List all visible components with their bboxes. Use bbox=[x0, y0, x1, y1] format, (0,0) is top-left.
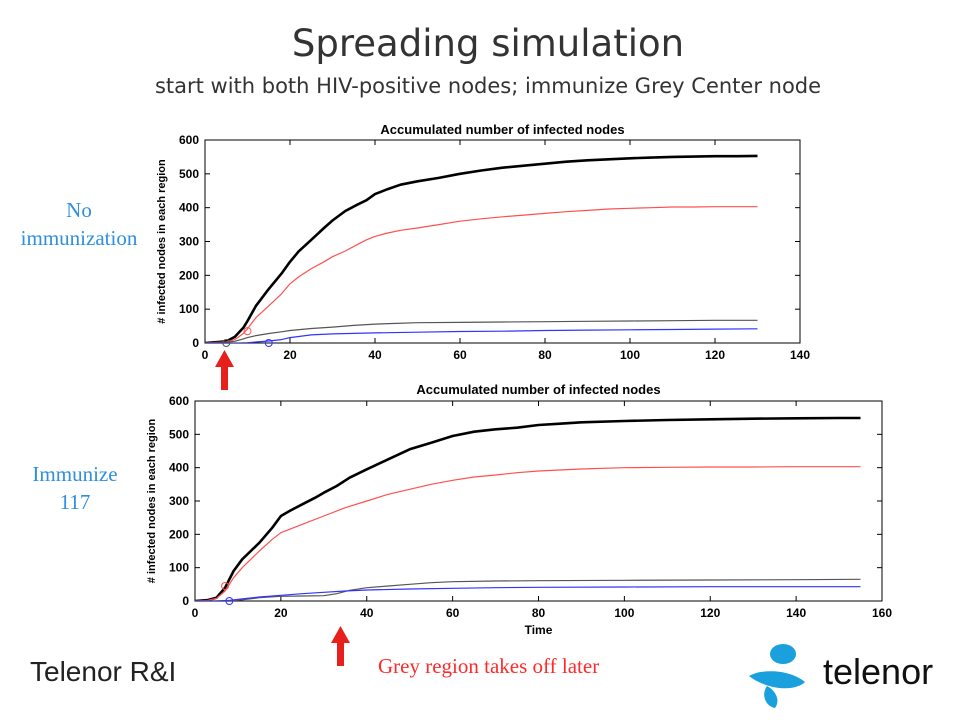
y-tick-label: 100 bbox=[179, 302, 199, 316]
x-tick-label: 60 bbox=[446, 606, 460, 620]
plot-frame bbox=[194, 400, 883, 602]
x-tick-label: 0 bbox=[192, 606, 199, 620]
up-arrow-bottom bbox=[331, 626, 350, 666]
start-marker-0 bbox=[221, 582, 230, 590]
x-tick-label: 120 bbox=[700, 606, 720, 620]
series-line-1 bbox=[205, 206, 758, 343]
x-tick-label: 80 bbox=[532, 606, 546, 620]
arrow-head bbox=[331, 626, 350, 643]
x-axis-label: Time bbox=[525, 623, 553, 637]
y-tick-label: 200 bbox=[169, 527, 189, 541]
y-axis-label: # infected nodes in each region bbox=[146, 419, 158, 584]
arrow-head bbox=[215, 350, 234, 367]
series-line-3 bbox=[195, 586, 861, 601]
x-tick-label: 140 bbox=[786, 606, 806, 620]
y-tick-label: 600 bbox=[179, 133, 199, 147]
y-tick-label: 300 bbox=[179, 235, 199, 249]
y-tick-label: 600 bbox=[169, 394, 189, 408]
series-line-0 bbox=[195, 416, 861, 601]
x-tick-label: 20 bbox=[283, 348, 297, 362]
label-immunize: Immunize 117 bbox=[10, 460, 140, 516]
label-bottom-line1: Immunize bbox=[32, 462, 118, 486]
footer-org-name: Telenor R&I bbox=[30, 656, 177, 687]
label-bottom-line2: 117 bbox=[59, 490, 91, 514]
chart-title: Accumulated number of infected nodes bbox=[380, 122, 624, 137]
y-tick-label: 500 bbox=[179, 167, 199, 181]
x-tick-label: 100 bbox=[620, 348, 640, 362]
x-tick-label: 160 bbox=[872, 606, 892, 620]
arrow-shaft bbox=[337, 640, 344, 666]
series-line-1 bbox=[195, 466, 861, 601]
y-tick-label: 500 bbox=[169, 427, 189, 441]
y-tick-label: 0 bbox=[192, 336, 199, 350]
telenor-logo: telenor bbox=[749, 644, 933, 708]
chart-title: Accumulated number of infected nodes bbox=[416, 382, 660, 397]
arrow-shaft bbox=[221, 364, 228, 390]
label-top-line1: No bbox=[66, 198, 92, 222]
bottom-note: Grey region takes off later bbox=[378, 654, 600, 678]
y-tick-label: 300 bbox=[169, 494, 189, 508]
telenor-wordmark: telenor bbox=[823, 651, 933, 692]
series-line-3 bbox=[205, 328, 758, 343]
x-tick-label: 20 bbox=[274, 606, 288, 620]
x-tick-label: 140 bbox=[790, 348, 810, 362]
telenor-propeller-icon bbox=[749, 644, 805, 708]
x-tick-label: 40 bbox=[368, 348, 382, 362]
series-line-2 bbox=[205, 319, 758, 343]
y-tick-label: 100 bbox=[169, 561, 189, 575]
label-top-line2: immunization bbox=[20, 226, 138, 250]
start-marker-1 bbox=[225, 597, 234, 605]
y-tick-label: 0 bbox=[182, 594, 189, 608]
slide-title: Spreading simulation bbox=[291, 22, 685, 65]
chart-no-immunization: Accumulated number of infected nodes 0 20 4… bbox=[156, 122, 810, 362]
start-marker-0 bbox=[222, 339, 231, 347]
x-tick-label: 40 bbox=[360, 606, 374, 620]
chart-immunize-117: Accumulated number of infected nodes 0 20 4… bbox=[146, 382, 892, 637]
x-tick-label: 0 bbox=[202, 348, 209, 362]
series-line-2 bbox=[195, 578, 861, 601]
series-line-0 bbox=[205, 154, 758, 343]
start-marker-1 bbox=[243, 327, 252, 336]
x-tick-label: 80 bbox=[538, 348, 552, 362]
plot-frame bbox=[204, 139, 801, 344]
up-arrow-top bbox=[215, 350, 234, 390]
y-tick-label: 400 bbox=[169, 461, 189, 475]
label-no-immunization: No immunization bbox=[2, 196, 156, 252]
y-tick-label: 200 bbox=[179, 268, 199, 282]
x-tick-label: 100 bbox=[614, 606, 634, 620]
x-tick-label: 120 bbox=[705, 348, 725, 362]
y-axis-label: # infected nodes in each region bbox=[156, 159, 168, 324]
x-tick-label: 60 bbox=[453, 348, 467, 362]
y-tick-label: 400 bbox=[179, 201, 199, 215]
slide-subtitle: start with both HIV-positive nodes; immu… bbox=[154, 74, 822, 98]
start-marker-2 bbox=[264, 339, 273, 347]
